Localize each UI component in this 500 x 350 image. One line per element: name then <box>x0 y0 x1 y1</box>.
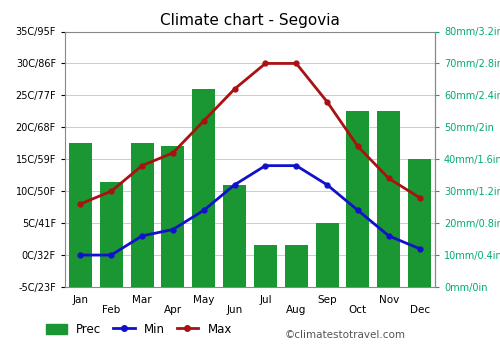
Bar <box>130 143 154 287</box>
Text: Apr: Apr <box>164 305 182 315</box>
Text: ©climatestotravel.com: ©climatestotravel.com <box>285 329 406 340</box>
Text: Oct: Oct <box>349 305 367 315</box>
Bar <box>346 111 370 287</box>
Bar <box>408 159 431 287</box>
Text: Sep: Sep <box>318 295 337 304</box>
Text: Feb: Feb <box>102 305 120 315</box>
Bar <box>254 245 277 287</box>
Legend: Prec, Min, Max: Prec, Min, Max <box>41 318 236 341</box>
Bar <box>377 111 400 287</box>
Text: May: May <box>193 295 214 304</box>
Text: Nov: Nov <box>378 295 399 304</box>
Text: Aug: Aug <box>286 305 306 315</box>
Bar <box>316 223 338 287</box>
Text: Jul: Jul <box>259 295 272 304</box>
Title: Climate chart - Segovia: Climate chart - Segovia <box>160 13 340 28</box>
Bar <box>162 146 184 287</box>
Text: Dec: Dec <box>410 305 430 315</box>
Bar <box>284 245 308 287</box>
Bar <box>192 89 216 287</box>
Text: Mar: Mar <box>132 295 152 304</box>
Bar <box>223 185 246 287</box>
Text: Jun: Jun <box>226 305 242 315</box>
Bar <box>100 182 123 287</box>
Bar <box>69 143 92 287</box>
Text: Jan: Jan <box>72 295 88 304</box>
